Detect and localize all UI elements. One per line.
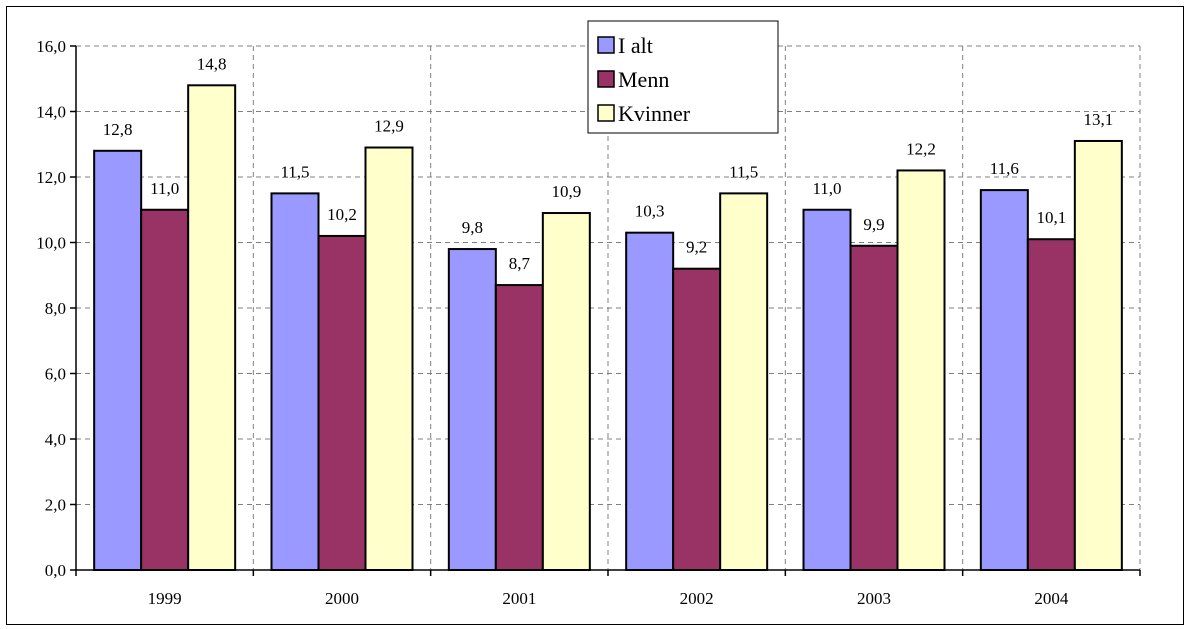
bar-menn-2000: [317, 234, 367, 571]
data-label-kvinner-1999: 14,8: [197, 54, 227, 73]
y-tick-label-5: 10,0: [36, 234, 66, 253]
data-label-kvinner-2003: 12,2: [906, 139, 936, 158]
bar-menn-1999: [140, 208, 190, 571]
bar-kvinner-2002: [719, 192, 769, 571]
data-label-layer: 12,8 11,5 9,8 10,3 11,0 11,6 11,0 10,2 8,7 9,2 9,9…: [103, 54, 1113, 273]
data-label-menn-2004: 10,1: [1036, 208, 1066, 227]
x-tick-label-2002: 2002: [680, 589, 714, 608]
bar-menn-2001: [494, 284, 544, 571]
bar-menn-2004: [1026, 238, 1076, 571]
bar-kvinner-2003: [896, 169, 946, 571]
bar-i-alt-2001: [447, 248, 497, 572]
legend-label-kvinner: Kvinner: [618, 101, 691, 126]
legend-swatch-i-alt: [597, 36, 615, 54]
x-tick-label-2001: 2001: [502, 589, 536, 608]
data-label-i-alt-1999: 12,8: [103, 120, 133, 139]
data-label-kvinner-2000: 12,9: [374, 117, 404, 136]
bar-menn-2002: [672, 267, 722, 571]
x-tick-label-2004: 2004: [1034, 589, 1069, 608]
x-tick-label-1999: 1999: [148, 589, 182, 608]
y-tick-label-3: 6,0: [45, 365, 66, 384]
data-label-i-alt-2000: 11,5: [280, 162, 309, 181]
bar-i-alt-1999: [93, 149, 143, 572]
data-label-kvinner-2001: 10,9: [551, 182, 581, 201]
data-label-menn-2000: 10,2: [327, 205, 357, 224]
data-label-i-alt-2002: 10,3: [635, 202, 665, 221]
data-label-menn-1999: 11,0: [150, 179, 179, 198]
y-tick-label-6: 12,0: [36, 168, 66, 187]
y-tick-label-8: 16,0: [36, 37, 66, 56]
bar-i-alt-2004: [979, 189, 1029, 571]
y-tick-label-4: 8,0: [45, 299, 66, 318]
legend: I alt Menn Kvinner: [587, 20, 779, 134]
legend-label-menn: Menn: [618, 67, 669, 92]
y-tick-label-2: 4,0: [45, 430, 66, 449]
data-label-kvinner-2002: 11,5: [729, 162, 758, 181]
bar-kvinner-2000: [364, 146, 414, 571]
bar-menn-2003: [849, 244, 899, 571]
bar-i-alt-2000: [270, 192, 320, 571]
data-label-menn-2002: 9,2: [686, 238, 707, 257]
bar-layer: [93, 84, 1123, 572]
legend-swatch-kvinner: [597, 104, 615, 122]
legend-label-i-alt: I alt: [618, 33, 653, 58]
y-tick-label-0: 0,0: [45, 561, 66, 580]
x-tick-label-2000: 2000: [325, 589, 359, 608]
data-label-menn-2003: 9,9: [863, 215, 884, 234]
legend-box: [587, 20, 779, 134]
bar-chart: 0,0 2,0 4,0 6,0 8,0 10,0 12,0 14,0 16,0 1999 2000 2…: [36, 20, 1141, 608]
data-label-i-alt-2003: 11,0: [812, 179, 841, 198]
axis-layer: 0,0 2,0 4,0 6,0 8,0 10,0 12,0 14,0 16,0 1999 2000 2…: [36, 37, 1141, 608]
bar-kvinner-2001: [541, 212, 591, 571]
x-tick-label-2003: 2003: [857, 589, 891, 608]
data-label-menn-2001: 8,7: [509, 254, 531, 273]
chart-frame: 0,0 2,0 4,0 6,0 8,0 10,0 12,0 14,0 16,0 1999 2000 2…: [6, 6, 1184, 625]
data-label-kvinner-2004: 13,1: [1083, 110, 1113, 129]
data-label-i-alt-2004: 11,6: [990, 159, 1019, 178]
bar-i-alt-2003: [802, 208, 852, 571]
y-tick-label-1: 2,0: [45, 496, 66, 515]
data-label-i-alt-2001: 9,8: [462, 218, 483, 237]
y-tick-label-7: 14,0: [36, 103, 66, 122]
legend-swatch-menn: [597, 70, 615, 88]
bar-kvinner-1999: [187, 84, 237, 572]
bar-kvinner-2004: [1073, 139, 1123, 571]
bar-i-alt-2002: [625, 231, 675, 572]
